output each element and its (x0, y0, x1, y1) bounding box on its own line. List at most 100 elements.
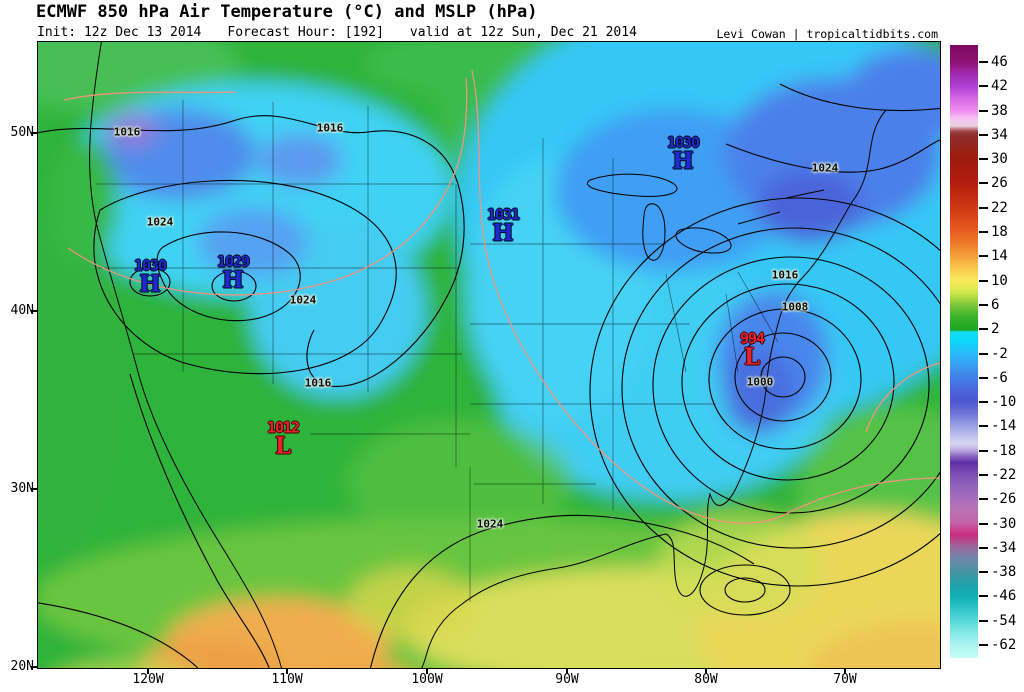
colorbar-tick-label: 18 (991, 224, 1008, 241)
colorbar-tick-mark (979, 376, 988, 379)
lon-tick-mark (426, 668, 428, 674)
colorbar-gradient (950, 45, 978, 658)
colorbar-tick-mark (979, 352, 988, 355)
freezing-line (63, 69, 940, 524)
isobar-label: 1024 (476, 517, 504, 531)
colorbar-tick-label: 6 (991, 296, 1000, 313)
pressure-center-high: 1031 H (486, 205, 520, 247)
colorbar-tick-mark (979, 279, 988, 282)
lat-tick-mark (31, 310, 38, 312)
colorbar-tick-label: -14 (991, 418, 1017, 435)
colorbar-tick-mark (979, 255, 988, 258)
colorbar-tick-mark (979, 182, 988, 185)
colorbar-tick-label: -54 (991, 612, 1017, 629)
high-symbol: H (672, 147, 694, 175)
colorbar-tick-label: 10 (991, 272, 1008, 289)
colorbar-tick-label: 2 (991, 321, 1000, 338)
colorbar-tick-mark (979, 498, 988, 501)
lon-tick-label: 70W (833, 672, 857, 687)
colorbar-tick-label: 22 (991, 199, 1008, 216)
colorbar-tick-mark (979, 546, 988, 549)
lat-tick-mark (31, 132, 38, 134)
colorbar-tick-mark (979, 109, 988, 112)
pressure-center-high: 1029 H (217, 254, 250, 294)
lat-tick-label: 50N (10, 125, 34, 140)
isobar-contours (38, 83, 940, 668)
colorbar-tick-mark (979, 644, 988, 646)
valid-time-label: valid at 12z Sun, Dec 21 2014 (409, 25, 637, 40)
colorbar-tick-label: 26 (991, 175, 1008, 192)
pressure-value: 1012 (266, 418, 300, 437)
colorbar-tick-label: -62 (991, 637, 1017, 653)
temperature-fill-layer (38, 42, 940, 668)
colorbar-tick-label: 34 (991, 126, 1008, 143)
colorbar-tick-mark (979, 473, 988, 476)
colorbar-tick-label: 38 (991, 102, 1008, 119)
colorbar-tick-label: 30 (991, 151, 1008, 168)
lon-tick-label: 90W (555, 672, 579, 687)
colorbar-tick-mark (979, 85, 988, 88)
colorbar-tick-label: -22 (991, 466, 1017, 483)
colorbar-tick-mark (979, 303, 988, 306)
pressure-value: 994 (739, 329, 765, 348)
lat-tick-label: 30N (10, 481, 34, 496)
lon-tick-mark (147, 668, 149, 674)
colorbar-tick-label: -30 (991, 515, 1017, 532)
colorbar-tick-label: -2 (991, 345, 1008, 362)
pressure-value: 1030 (666, 133, 700, 152)
lon-tick-label: 80W (694, 672, 718, 687)
colorbar-tick-mark (979, 425, 988, 428)
colorbar-tick-label: -10 (991, 394, 1017, 411)
low-symbol: L (743, 343, 761, 371)
high-symbol: H (492, 219, 514, 247)
colorbar-tick-mark (979, 619, 988, 622)
lon-tick-mark (844, 668, 846, 674)
colorbar-tick-mark (979, 61, 988, 63)
isobar-label: 1024 (146, 215, 174, 229)
lon-tick-label: 100W (411, 672, 443, 687)
pressure-value: 1031 (486, 205, 520, 224)
weather-map-canvas (38, 42, 940, 668)
isobar-label: 1016 (304, 376, 332, 390)
colorbar-tick-mark (979, 571, 988, 574)
colorbar-tick-label: 46 (991, 54, 1008, 70)
low-symbol: L (274, 432, 292, 460)
colorbar: 46 42 38 34 30 26 22 18 14 10 6 2 -2 -6 -10 -14 -18 -22 -2… (950, 45, 1024, 670)
colorbar-tick-mark (979, 328, 988, 331)
pressure-center-high: 1030 H (666, 133, 700, 175)
pressure-center-low: 994 L (739, 329, 765, 371)
colorbar-tick-label: -34 (991, 539, 1017, 556)
colorbar-tick-label: -26 (991, 491, 1017, 508)
colorbar-tick-mark (979, 449, 988, 452)
colorbar-tick-mark (979, 231, 988, 234)
page-title: ECMWF 850 hPa Air Temperature (°C) and M… (36, 2, 538, 22)
lat-tick-label: 40N (10, 303, 34, 318)
pressure-value: 1030 (133, 256, 167, 275)
lon-tick-label: 120W (132, 672, 164, 687)
lon-tick-mark (286, 668, 288, 674)
isobar-label: 1000 (746, 375, 774, 389)
run-info-line: Init: 12z Dec 13 2014 Forecast Hour: [192… (37, 25, 663, 40)
isobar-label: 1024 (811, 161, 839, 175)
isobar-label: 1008 (781, 300, 809, 314)
colorbar-tick-label: -6 (991, 369, 1008, 386)
colorbar-tick-label: 42 (991, 78, 1008, 95)
high-symbol: H (222, 266, 244, 294)
colorbar-tick-mark (979, 595, 988, 598)
isobar-label: 1016 (316, 121, 344, 135)
colorbar-tick-mark (979, 401, 988, 404)
lat-tick-mark (31, 666, 38, 668)
isobar-label: 1016 (771, 268, 799, 282)
lat-tick-label: 20N (10, 659, 34, 674)
lon-tick-mark (566, 668, 568, 674)
colorbar-tick-mark (979, 133, 988, 136)
coastlines (89, 42, 887, 668)
map-frame: 1030 H 1029 H 1031 H 1030 H 1012 L 994 L… (37, 41, 941, 669)
high-symbol: H (139, 270, 161, 298)
colorbar-tick-label: 14 (991, 248, 1008, 265)
forecast-hour-label: Forecast Hour: [192] (227, 25, 384, 40)
lon-tick-mark (705, 668, 707, 674)
colorbar-tick-label: -18 (991, 442, 1017, 459)
isobar-label: 1024 (289, 293, 317, 307)
